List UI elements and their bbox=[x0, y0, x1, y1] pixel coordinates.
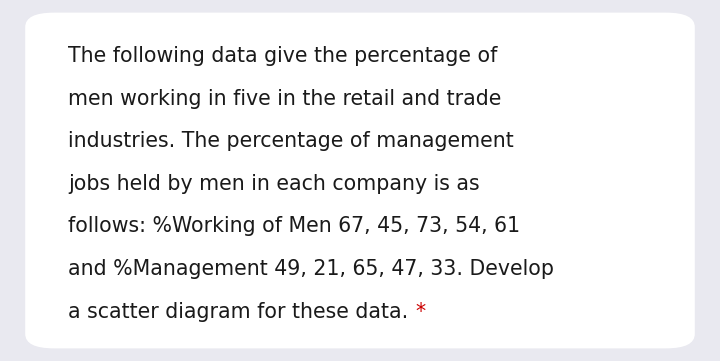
Text: a scatter diagram for these data.: a scatter diagram for these data. bbox=[68, 301, 409, 322]
Text: jobs held by men in each company is as: jobs held by men in each company is as bbox=[68, 174, 480, 194]
Text: follows: %Working of Men 67, 45, 73, 54, 61: follows: %Working of Men 67, 45, 73, 54,… bbox=[68, 216, 521, 236]
Text: *: * bbox=[415, 301, 426, 322]
Text: and %Management 49, 21, 65, 47, 33. Develop: and %Management 49, 21, 65, 47, 33. Deve… bbox=[68, 259, 554, 279]
Text: industries. The percentage of management: industries. The percentage of management bbox=[68, 131, 514, 151]
Text: men working in five in the retail and trade: men working in five in the retail and tr… bbox=[68, 88, 502, 109]
Text: The following data give the percentage of: The following data give the percentage o… bbox=[68, 46, 498, 66]
